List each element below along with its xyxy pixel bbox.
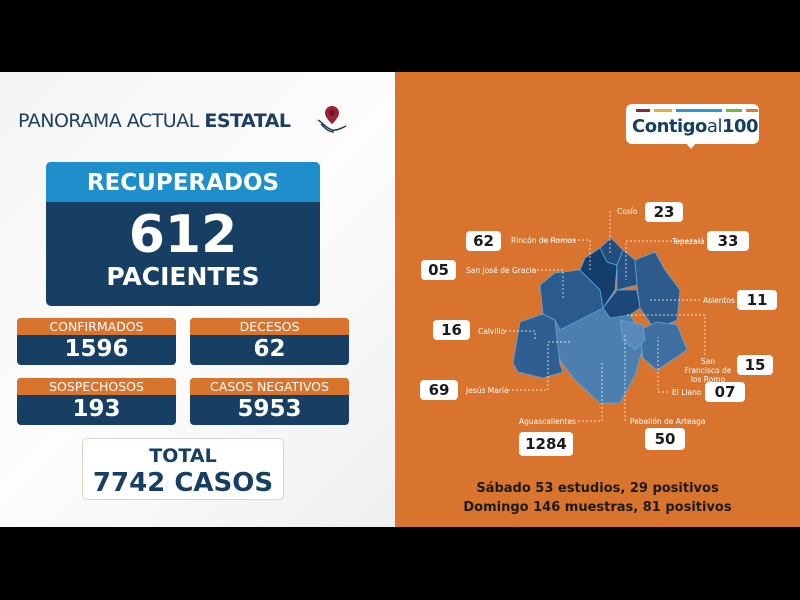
title-bold: ESTATAL	[204, 110, 291, 132]
region-sf-romo	[619, 319, 646, 351]
title-light: PANORAMA ACTUAL	[18, 110, 199, 132]
footer-line-sunday: Domingo 146 muestras, 81 positivos	[463, 500, 732, 515]
stat-sospechosos: SOSPECHOSOS 193	[17, 378, 176, 425]
value-san-francisco-de-los-romo: 15	[737, 355, 773, 375]
label-calvillo: Calvillo	[478, 327, 506, 336]
value-san-jose-de-gracia: 05	[421, 260, 456, 280]
value-tepezala: 33	[707, 231, 749, 251]
value-calvillo: 16	[433, 320, 470, 340]
value-asientos: 11	[737, 290, 777, 310]
value-rincon-de-romos: 62	[466, 231, 501, 251]
recuperados-card: RECUPERADOS 612 PACIENTES	[46, 162, 320, 306]
label-tepezala: Tepezalá	[672, 237, 705, 246]
total-value: 7742 CASOS	[92, 468, 274, 498]
stat-label: SOSPECHOSOS	[17, 378, 176, 395]
stat-label: CASOS NEGATIVOS	[190, 378, 349, 395]
hands-location-icon	[317, 106, 347, 133]
label-san-jose-de-gracia: San José de Gracia	[466, 266, 537, 275]
region-el-llano	[639, 321, 688, 371]
label-san-francisco-de-los-romo: San Francisco de los Romo	[684, 357, 732, 384]
page-title: PANORAMA ACTUAL ESTATAL	[18, 110, 291, 132]
label-asientos: Asientos	[703, 296, 735, 305]
total-card: TOTAL 7742 CASOS	[82, 438, 284, 500]
stat-label: CONFIRMADOS	[17, 318, 176, 335]
label-rincon-de-romos: Rincón de Romos	[511, 236, 576, 245]
stat-value: 62	[253, 336, 286, 362]
value-cosio: 23	[645, 202, 683, 222]
label-jesus-maria: Jesús María	[466, 386, 509, 395]
value-pabellon-de-arteaga: 50	[645, 428, 685, 450]
logo-color-bars	[636, 109, 758, 112]
stat-value: 193	[72, 396, 121, 422]
stat-value: 1596	[64, 336, 129, 362]
label-aguascalientes: Aguascalientes	[519, 417, 576, 426]
value-el-llano: 07	[705, 382, 745, 402]
recuperados-label: RECUPERADOS	[46, 162, 320, 202]
value-aguascalientes: 1284	[519, 432, 573, 456]
aguascalientes-map	[512, 237, 688, 404]
label-el-llano: El Llano	[672, 388, 702, 397]
label-cosio: Cosío	[617, 207, 638, 216]
stat-value: 5953	[237, 396, 302, 422]
contigo-al-100-logo: Contigoal100	[626, 104, 759, 149]
stat-confirmados: CONFIRMADOS 1596	[17, 318, 176, 365]
stat-label: DECESOS	[190, 318, 349, 335]
footer-line-saturday: Sábado 53 estudios, 29 positivos	[476, 481, 719, 496]
stat-casos-negativos: CASOS NEGATIVOS 5953	[190, 378, 349, 425]
recuperados-unit: PACIENTES	[106, 262, 260, 291]
label-pabellon-de-arteaga: Pabellón de Arteaga	[630, 417, 706, 426]
stat-decesos: DECESOS 62	[190, 318, 349, 365]
region-tepezala	[616, 249, 638, 291]
region-calvillo	[512, 313, 564, 379]
recuperados-value: 612	[128, 205, 238, 265]
value-jesus-maria: 69	[420, 380, 458, 400]
total-label: TOTAL	[149, 445, 217, 467]
